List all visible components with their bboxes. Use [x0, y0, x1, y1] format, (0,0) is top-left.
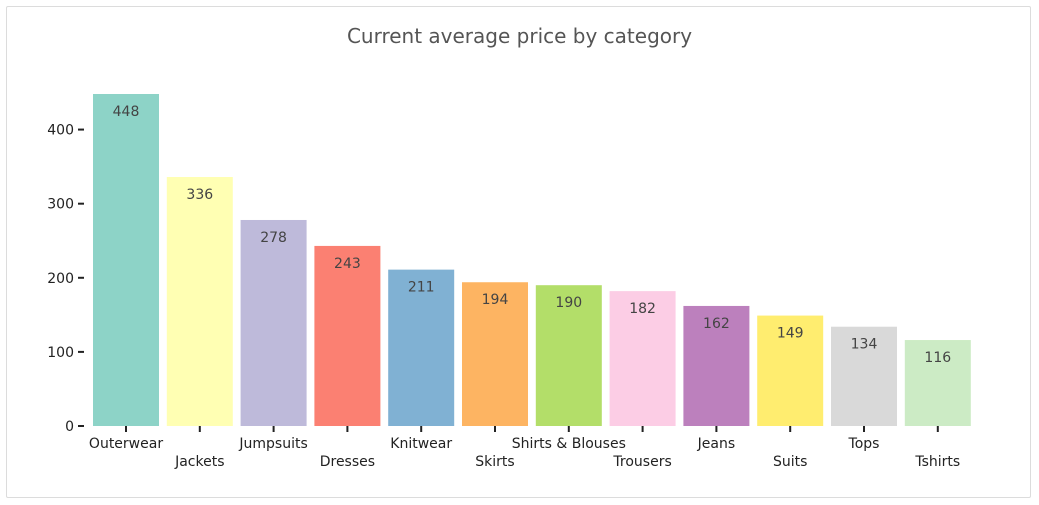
- bar-value-label: 116: [924, 350, 951, 366]
- bar-value-label: 211: [408, 280, 435, 296]
- bar-value-label: 182: [629, 301, 656, 317]
- x-tick-label: Knitwear: [390, 436, 452, 452]
- bar-value-label: 243: [334, 256, 361, 272]
- bar-value-label: 190: [555, 295, 582, 311]
- x-tick-label: Jeans: [697, 436, 736, 452]
- y-tick-label: 0: [65, 419, 74, 435]
- bar-value-label: 336: [186, 187, 213, 203]
- x-tick-label: Shirts & Blouses: [512, 436, 626, 452]
- bar[interactable]: [314, 245, 381, 426]
- y-tick-label: 400: [47, 123, 74, 139]
- bar[interactable]: [609, 291, 676, 426]
- bar-value-label: 149: [777, 326, 804, 342]
- bar[interactable]: [388, 269, 455, 426]
- bar[interactable]: [831, 326, 897, 426]
- bar[interactable]: [757, 315, 824, 426]
- bar[interactable]: [535, 285, 602, 426]
- bar[interactable]: [93, 94, 159, 426]
- y-axis: 0 100 200 300 400: [47, 123, 84, 435]
- y-tick-label: 200: [47, 271, 74, 287]
- bar-value-label: 194: [482, 292, 509, 308]
- x-tick-label: Outerwear: [89, 436, 163, 452]
- x-tick-label: Jackets: [174, 454, 224, 470]
- x-axis: Outerwear Jackets Jumpsuits Dresses Knitwear…: [89, 426, 960, 470]
- y-tick-label: 100: [47, 345, 74, 361]
- bar[interactable]: [904, 340, 971, 426]
- x-tick-label: Jumpsuits: [238, 436, 307, 452]
- bar[interactable]: [462, 282, 528, 426]
- x-tick-label: Trousers: [612, 454, 671, 470]
- bar-value-label: 134: [851, 337, 878, 353]
- x-tick-label: Tshirts: [914, 454, 960, 470]
- y-tick-label: 300: [47, 197, 74, 213]
- bar-value-label: 162: [703, 316, 730, 332]
- x-tick-label: Tops: [848, 436, 880, 452]
- bar-value-label: 448: [113, 104, 140, 120]
- bar[interactable]: [683, 305, 750, 426]
- bar[interactable]: [166, 177, 233, 426]
- bar[interactable]: [240, 219, 307, 426]
- x-tick-label: Dresses: [320, 454, 375, 470]
- x-tick-label: Skirts: [475, 454, 514, 470]
- chart-title: Current average price by category: [346, 24, 693, 48]
- x-tick-label: Suits: [773, 454, 807, 470]
- bar-value-label: 278: [260, 230, 287, 246]
- bars: 448 336 278 243 211 194 190 182 162 149 134 116: [93, 94, 971, 426]
